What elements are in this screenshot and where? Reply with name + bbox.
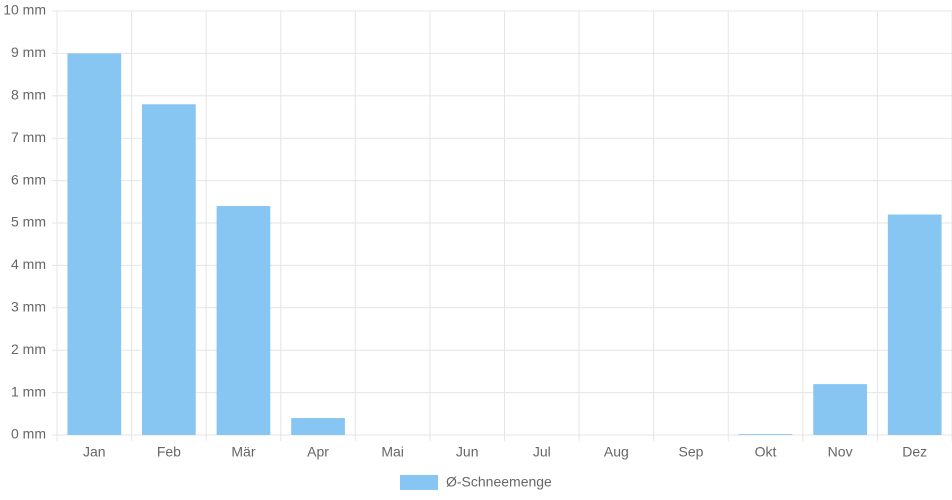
bar <box>738 434 793 435</box>
y-tick-label: 3 mm <box>11 299 46 315</box>
legend-swatch <box>400 475 438 490</box>
bar <box>813 384 867 435</box>
x-tick-label: Sep <box>678 444 703 460</box>
y-tick-label: 9 mm <box>11 44 46 60</box>
bar <box>142 104 196 435</box>
y-tick-label: 0 mm <box>11 426 46 442</box>
x-tick-label: Okt <box>755 444 777 460</box>
y-tick-label: 10 mm <box>3 2 46 18</box>
x-tick-label: Mai <box>381 444 404 460</box>
x-tick-label: Jul <box>533 444 551 460</box>
y-tick-label: 8 mm <box>11 87 46 103</box>
x-tick-label: Feb <box>157 444 181 460</box>
y-tick-label: 1 mm <box>11 383 46 399</box>
bar <box>67 53 122 436</box>
x-tick-label: Mär <box>231 444 255 460</box>
y-tick-label: 7 mm <box>11 129 46 145</box>
bar <box>887 214 942 435</box>
x-tick-label: Apr <box>307 444 329 460</box>
x-tick-label: Nov <box>828 444 853 460</box>
x-tick-label: Aug <box>604 444 629 460</box>
x-tick-label: Jun <box>456 444 479 460</box>
y-tick-label: 2 mm <box>11 341 46 357</box>
x-tick-label: Dez <box>902 444 927 460</box>
x-tick-label: Jan <box>83 444 106 460</box>
legend-label: Ø-Schneemenge <box>446 474 552 490</box>
y-tick-label: 6 mm <box>11 171 46 187</box>
bar <box>291 418 345 435</box>
y-tick-label: 4 mm <box>11 256 46 272</box>
y-tick-label: 5 mm <box>11 214 46 230</box>
bar <box>216 206 271 435</box>
